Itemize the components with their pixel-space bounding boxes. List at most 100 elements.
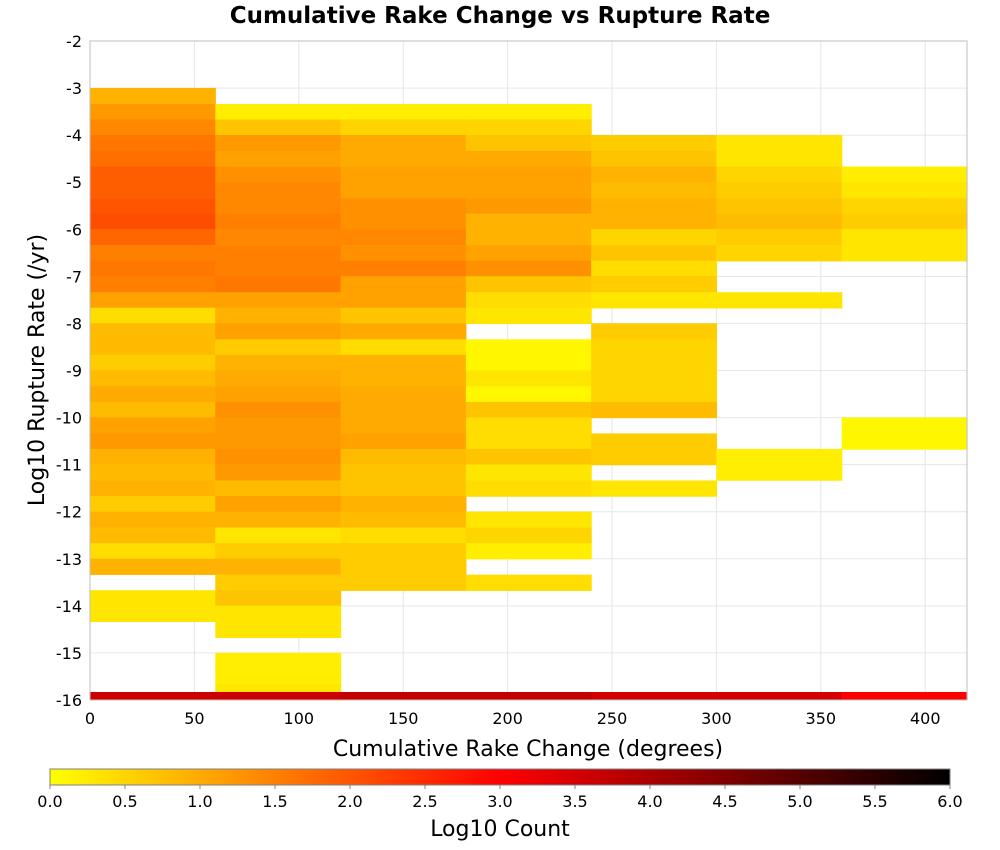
y-tick-label: -7: [66, 267, 82, 286]
heatmap-cell: [841, 245, 968, 262]
heatmap-cell: [465, 245, 592, 262]
colorbar-tick-label: 4.0: [637, 792, 662, 811]
colorbar-tick-label: 2.0: [337, 792, 362, 811]
heatmap-cell: [340, 229, 467, 246]
heatmap-cell: [215, 401, 342, 419]
y-tick-label: -3: [66, 79, 82, 98]
heatmap-cell: [215, 370, 342, 387]
heatmap-cell: [215, 448, 342, 466]
heatmap-cell: [90, 323, 216, 340]
heatmap-cell: [716, 292, 843, 309]
colorbar-label: Log10 Count: [430, 817, 570, 842]
heatmap-cell: [465, 292, 592, 309]
heatmap-cell: [465, 276, 592, 293]
heatmap-cell: [340, 135, 467, 152]
heatmap-cell: [716, 213, 843, 230]
heatmap-cell: [340, 527, 467, 544]
heatmap-cell: [465, 401, 592, 419]
heatmap-cell: [340, 260, 467, 277]
colorbar-tick-label: 3.5: [562, 792, 587, 811]
heatmap-cell: [841, 417, 968, 434]
heatmap-cell: [591, 339, 718, 356]
y-tick-label: -2: [66, 32, 82, 51]
y-tick-label: -16: [56, 691, 82, 710]
heatmap-cell: [340, 307, 467, 325]
heatmap-cell: [841, 182, 968, 199]
heatmap-cell: [90, 464, 216, 481]
heatmap-cell: [340, 354, 467, 372]
heatmap-cell: [340, 511, 467, 528]
heatmap-cell: [716, 691, 843, 700]
heatmap-cell: [465, 307, 592, 325]
heatmap-cell: [90, 386, 216, 403]
y-tick-label: -15: [56, 644, 82, 663]
x-tick-label: 150: [388, 709, 419, 728]
heatmap-cell: [465, 543, 592, 560]
heatmap-cell: [90, 691, 216, 700]
heatmap-cell: [90, 433, 216, 450]
heatmap-cell: [340, 182, 467, 199]
heatmap-cell: [465, 464, 592, 481]
colorbar-tick-label: 5.0: [787, 792, 812, 811]
heatmap-cell: [340, 496, 467, 513]
heatmap-cell: [215, 307, 342, 325]
heatmap-cell: [90, 543, 216, 560]
heatmap-cell: [591, 292, 718, 309]
heatmap-cell: [90, 307, 216, 325]
colorbar-tick-label: 2.5: [412, 792, 437, 811]
heatmap-cell: [90, 229, 216, 246]
heatmap-cell: [340, 417, 467, 434]
y-axis-label: Log10 Rupture Rate (/yr): [25, 234, 50, 506]
heatmap-cell: [591, 401, 718, 419]
heatmap-cell: [340, 292, 467, 309]
heatmap-cell: [340, 339, 467, 356]
heatmap-cell: [465, 103, 592, 121]
heatmap-cell: [591, 166, 718, 183]
heatmap-cell: [591, 433, 718, 450]
heatmap-cell: [465, 354, 592, 372]
heatmap-cell: [215, 103, 342, 121]
heatmap-cell: [591, 245, 718, 262]
heatmap-cell: [90, 151, 216, 168]
heatmap-cell: [340, 558, 467, 575]
heatmap-cell: [465, 370, 592, 387]
heatmap-cell: [465, 198, 592, 215]
heatmap-cell: [90, 370, 216, 387]
colorbar-tick-label: 3.0: [487, 792, 512, 811]
heatmap-cell: [215, 182, 342, 199]
heatmap-cell: [340, 245, 467, 262]
heatmap-cell: [215, 323, 342, 340]
colorbar-tick-label: 0.5: [112, 792, 137, 811]
heatmap-cell: [591, 276, 718, 293]
heatmap-cell: [716, 448, 843, 466]
heatmap-cell: [340, 401, 467, 419]
heatmap-cell: [591, 323, 718, 340]
y-axis-ticks: -2 -3 -4 -5 -6 -7 -8 -9 -10 -11 -12 -13 -14 -15 -16: [56, 32, 82, 710]
heatmap-cell: [90, 354, 216, 372]
x-tick-label: 0: [85, 709, 95, 728]
x-tick-label: 350: [806, 709, 837, 728]
heatmap-cell: [215, 652, 342, 670]
heatmap-cell: [215, 691, 342, 700]
heatmap-cell: [215, 527, 342, 544]
colorbar-tick-label: 6.0: [937, 792, 962, 811]
heatmap-cell: [591, 229, 718, 246]
heatmap-cell: [591, 151, 718, 168]
colorbar-tick-label: 4.5: [712, 792, 737, 811]
x-tick-label: 400: [910, 709, 941, 728]
heatmap-cell: [465, 119, 592, 136]
heatmap-cell: [90, 103, 216, 121]
heatmap-cell: [340, 198, 467, 215]
chart-title: Cumulative Rake Change vs Rupture Rate: [230, 3, 771, 29]
heatmap-cell: [716, 151, 843, 168]
plot-border: [89, 40, 968, 701]
heatmap-cell: [591, 198, 718, 215]
heatmap-cell: [90, 417, 216, 434]
heatmap-cell: [841, 433, 968, 450]
y-tick-label: -6: [66, 220, 82, 239]
heatmap-cell: [465, 448, 592, 466]
y-tick-label: -11: [56, 456, 82, 475]
heatmap-cells: [90, 87, 968, 701]
y-tick-label: -14: [56, 597, 82, 616]
heatmap-cell: [465, 260, 592, 277]
